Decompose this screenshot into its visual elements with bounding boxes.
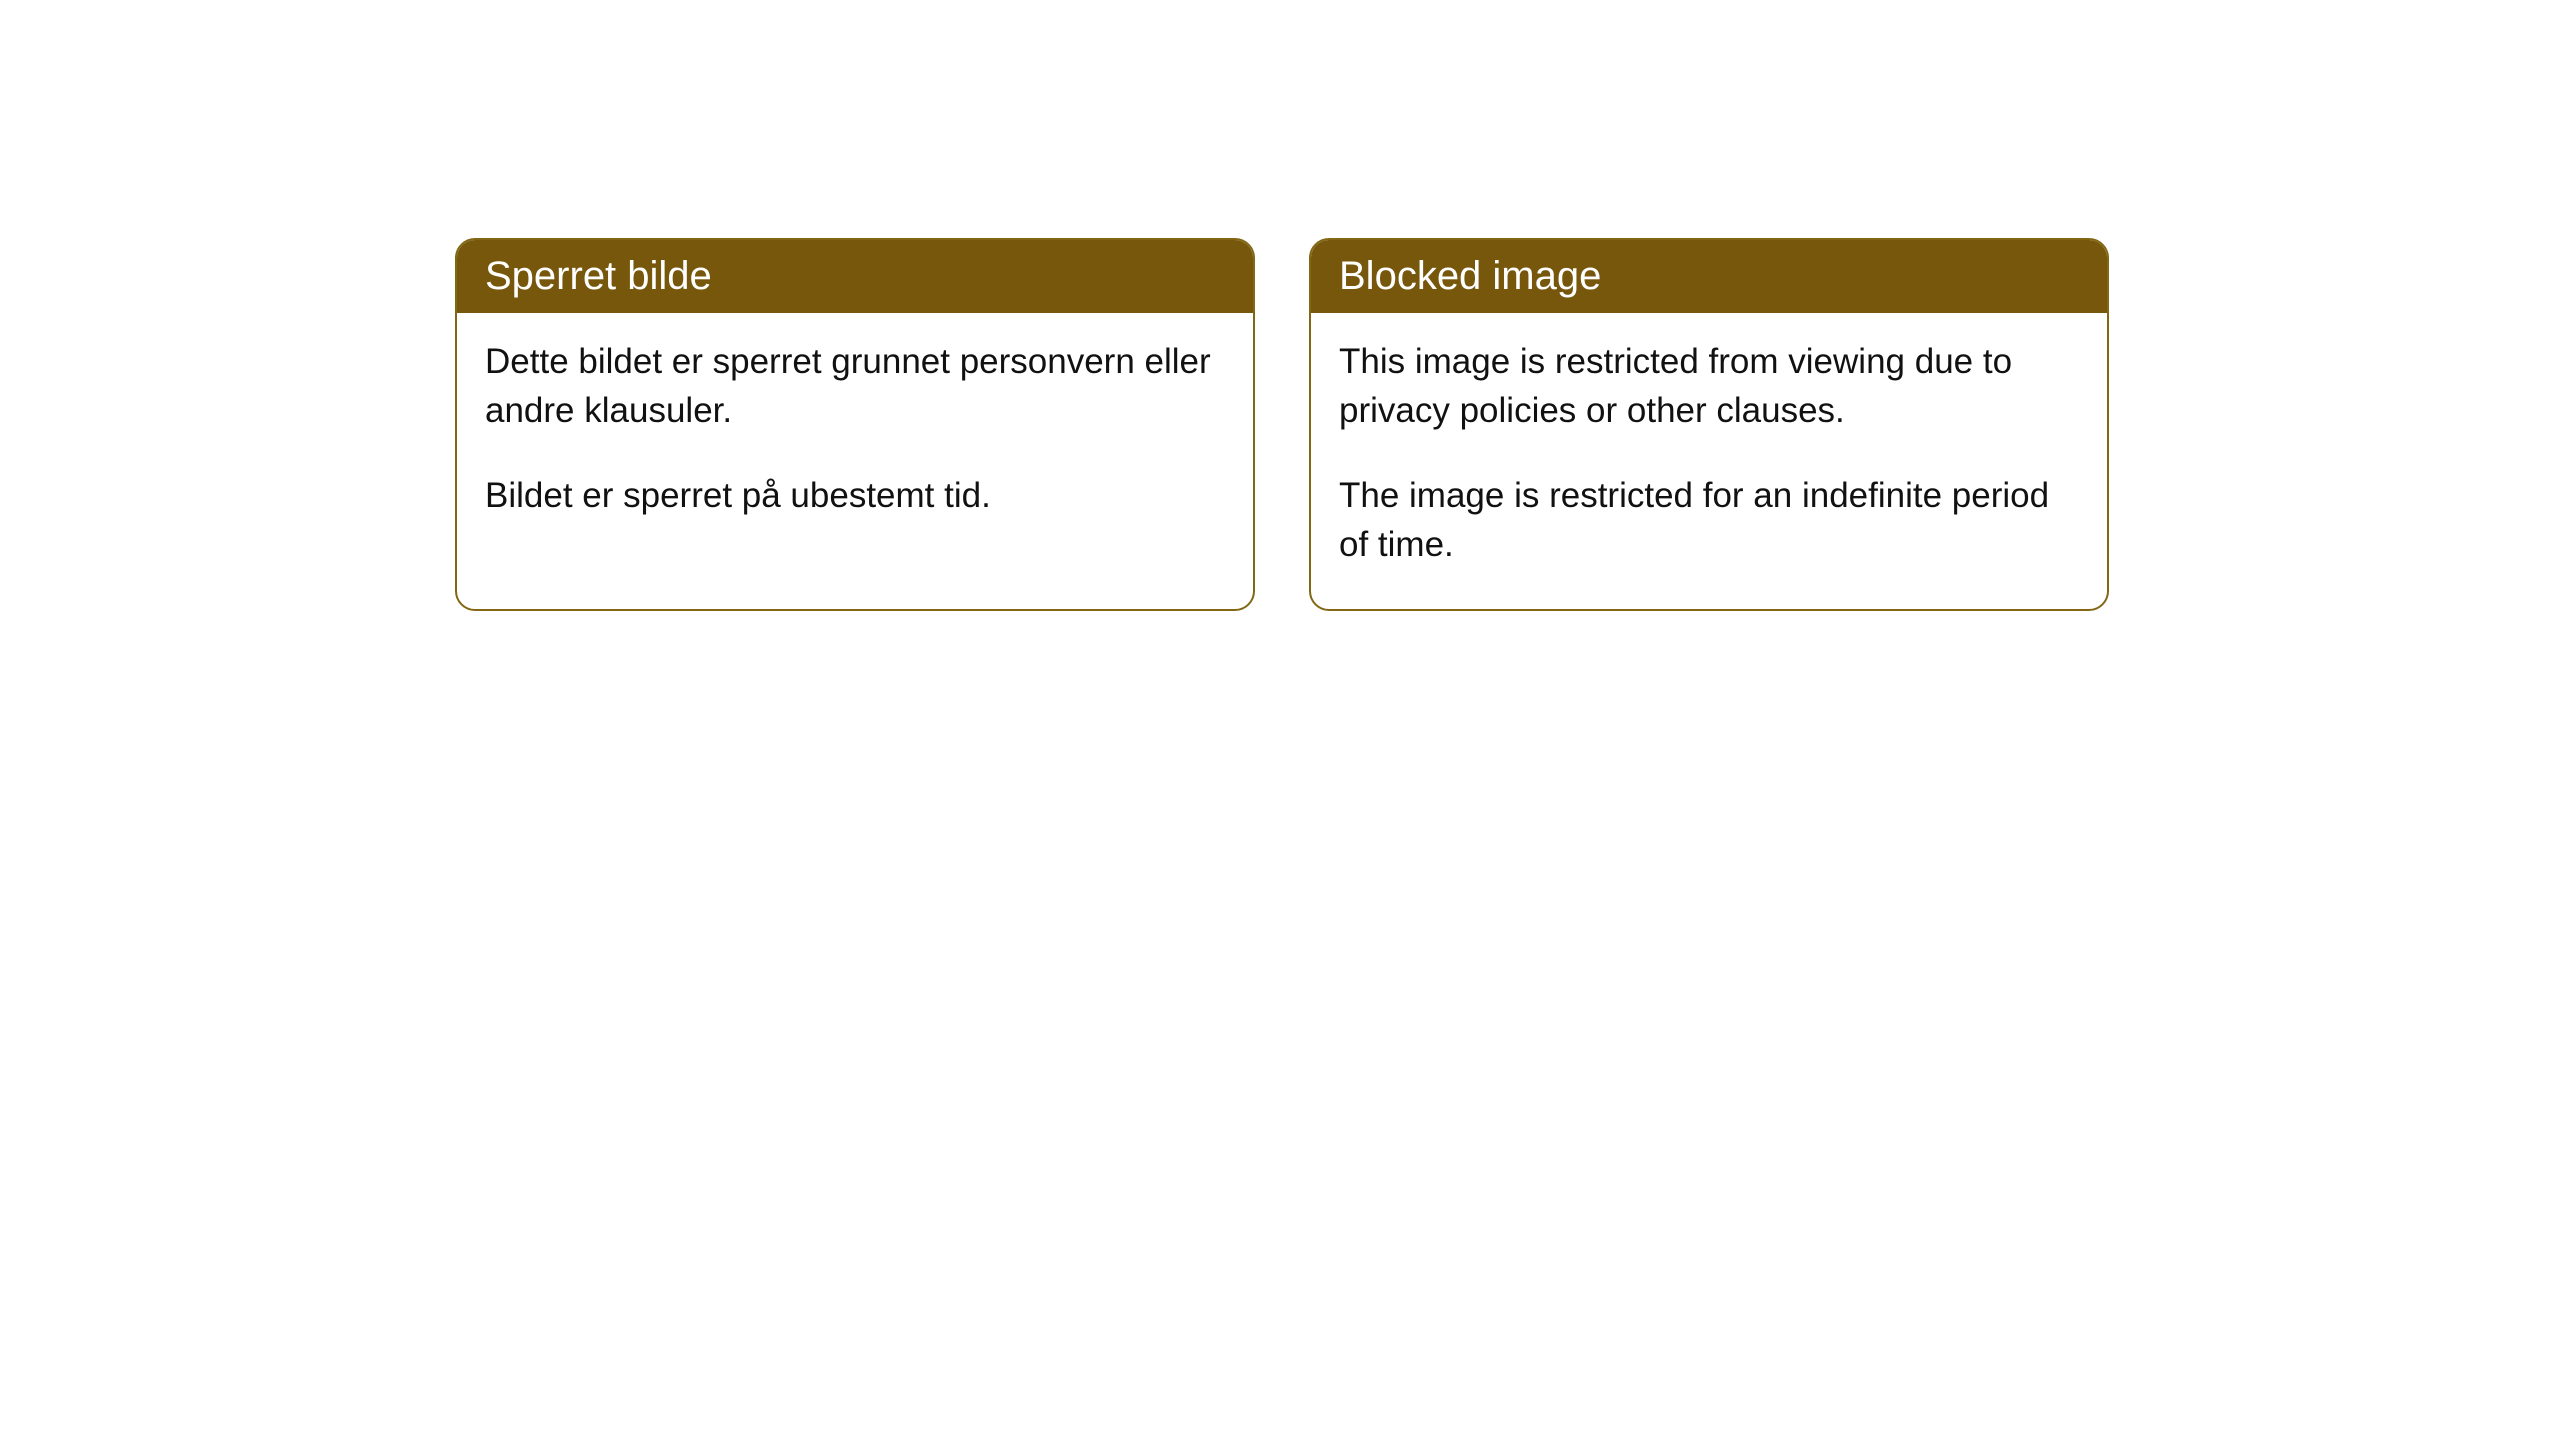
notice-card-english: Blocked image This image is restricted f… [1309,238,2109,611]
card-paragraph: Bildet er sperret på ubestemt tid. [485,471,1225,520]
card-header: Sperret bilde [457,240,1253,313]
card-body: This image is restricted from viewing du… [1311,313,2107,609]
notice-cards-container: Sperret bilde Dette bildet er sperret gr… [0,0,2560,611]
card-paragraph: Dette bildet er sperret grunnet personve… [485,337,1225,435]
card-header: Blocked image [1311,240,2107,313]
card-paragraph: This image is restricted from viewing du… [1339,337,2079,435]
card-paragraph: The image is restricted for an indefinit… [1339,471,2079,569]
card-body: Dette bildet er sperret grunnet personve… [457,313,1253,560]
card-title: Blocked image [1339,254,1601,298]
notice-card-norwegian: Sperret bilde Dette bildet er sperret gr… [455,238,1255,611]
card-title: Sperret bilde [485,254,712,298]
